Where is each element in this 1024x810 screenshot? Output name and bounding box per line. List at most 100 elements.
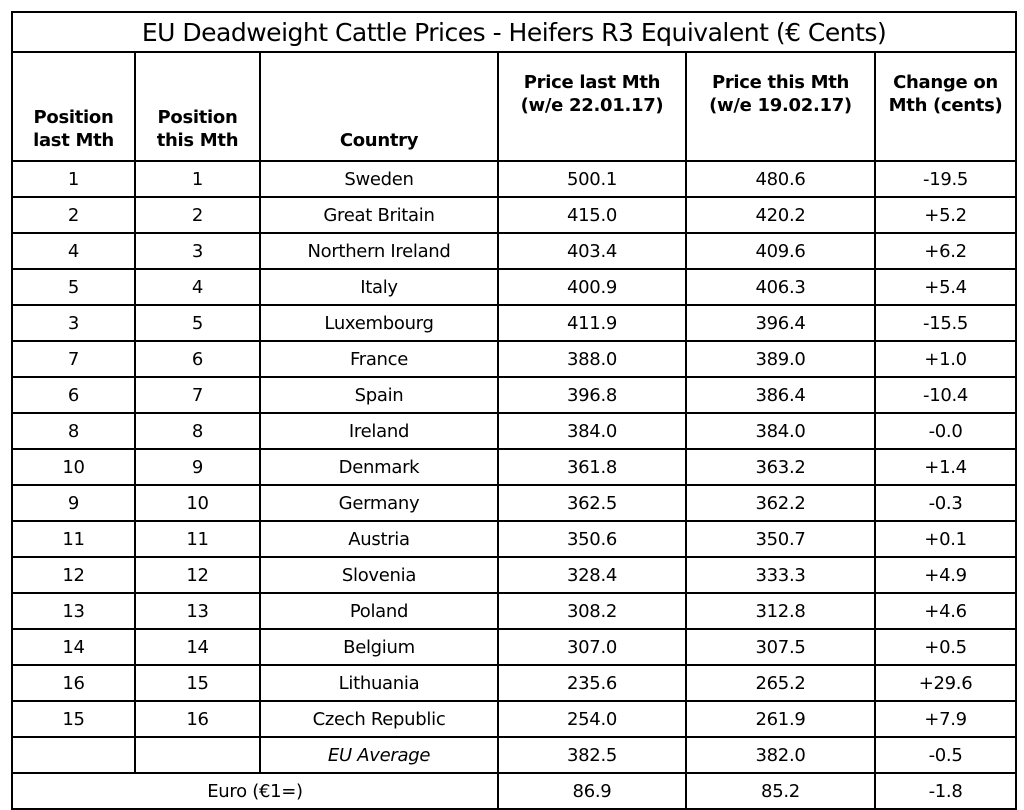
table-row: 13 13 Poland 308.2 312.8 +4.6 (11, 592, 1018, 630)
table-row: 3 5 Luxembourg 411.9 396.4 -15.5 (11, 304, 1018, 342)
euro-rate-label: Euro (€1=) (11, 772, 499, 810)
country-cell: Sweden (259, 160, 499, 198)
position-last-month-cell: 6 (11, 376, 136, 414)
change-cell: +4.9 (873, 556, 1018, 594)
table-row: 7 6 France 388.0 389.0 +1.0 (11, 340, 1018, 378)
eu-average-empty-cell (134, 736, 261, 774)
position-this-month-cell: 1 (134, 160, 261, 198)
header-change-line2: Mth (cents) (888, 95, 1003, 116)
change-cell: +5.4 (873, 268, 1018, 306)
position-this-month-cell: 16 (134, 700, 261, 738)
price-this-month-cell: 386.4 (685, 376, 876, 414)
price-last-month-cell: 362.5 (497, 484, 687, 522)
eu-average-row: EU Average 382.5 382.0 -0.5 (11, 736, 1018, 774)
table-row: 4 3 Northern Ireland 403.4 409.6 +6.2 (11, 232, 1018, 270)
price-this-month-cell: 261.9 (685, 700, 876, 738)
price-last-month-cell: 307.0 (497, 628, 687, 666)
price-last-month-cell: 411.9 (497, 304, 687, 342)
position-this-month-cell: 3 (134, 232, 261, 270)
position-last-month-cell: 1 (11, 160, 136, 198)
change-cell: +6.2 (873, 232, 1018, 270)
header-change-line1: Change on (893, 72, 998, 93)
table-row: 10 9 Denmark 361.8 363.2 +1.4 (11, 448, 1018, 486)
price-last-month-cell: 328.4 (497, 556, 687, 594)
position-this-month-cell: 12 (134, 556, 261, 594)
header-position-this-line1: Position (157, 107, 238, 128)
position-last-month-cell: 7 (11, 340, 136, 378)
position-this-month-cell: 15 (134, 664, 261, 702)
table-row: 5 4 Italy 400.9 406.3 +5.4 (11, 268, 1018, 306)
price-this-month-cell: 420.2 (685, 196, 876, 234)
eu-average-label: EU Average (259, 736, 499, 774)
change-cell: +4.6 (873, 592, 1018, 630)
eu-average-price-this: 382.0 (685, 736, 876, 774)
position-last-month-cell: 10 (11, 448, 136, 486)
change-cell: -0.3 (873, 484, 1018, 522)
header-position-last-month: Position last Mth (11, 51, 136, 162)
country-cell: Italy (259, 268, 499, 306)
country-cell: France (259, 340, 499, 378)
header-price-this-month: Price this Mth (w/e 19.02.17) (685, 51, 876, 162)
price-this-month-cell: 363.2 (685, 448, 876, 486)
price-this-month-cell: 396.4 (685, 304, 876, 342)
country-cell: Northern Ireland (259, 232, 499, 270)
price-this-month-cell: 362.2 (685, 484, 876, 522)
position-this-month-cell: 7 (134, 376, 261, 414)
header-position-last-line1: Position (33, 107, 114, 128)
country-cell: Belgium (259, 628, 499, 666)
price-this-month-cell: 406.3 (685, 268, 876, 306)
price-this-month-cell: 265.2 (685, 664, 876, 702)
change-cell: -19.5 (873, 160, 1018, 198)
header-position-this-month: Position this Mth (134, 51, 261, 162)
position-last-month-cell: 4 (11, 232, 136, 270)
change-cell: +5.2 (873, 196, 1018, 234)
position-this-month-cell: 9 (134, 448, 261, 486)
position-this-month-cell: 14 (134, 628, 261, 666)
country-cell: Germany (259, 484, 499, 522)
position-last-month-cell: 14 (11, 628, 136, 666)
table-row: 11 11 Austria 350.6 350.7 +0.1 (11, 520, 1018, 558)
country-cell: Austria (259, 520, 499, 558)
position-last-month-cell: 11 (11, 520, 136, 558)
position-last-month-cell: 13 (11, 592, 136, 630)
price-this-month-cell: 307.5 (685, 628, 876, 666)
position-last-month-cell: 2 (11, 196, 136, 234)
position-this-month-cell: 4 (134, 268, 261, 306)
price-last-month-cell: 396.8 (497, 376, 687, 414)
position-last-month-cell: 12 (11, 556, 136, 594)
change-cell: -15.5 (873, 304, 1018, 342)
header-price-last-line1: Price last Mth (523, 72, 661, 93)
position-last-month-cell: 9 (11, 484, 136, 522)
price-last-month-cell: 400.9 (497, 268, 687, 306)
country-cell: Luxembourg (259, 304, 499, 342)
position-this-month-cell: 6 (134, 340, 261, 378)
table-row: 9 10 Germany 362.5 362.2 -0.3 (11, 484, 1018, 522)
price-last-month-cell: 500.1 (497, 160, 687, 198)
position-this-month-cell: 2 (134, 196, 261, 234)
table-row: 14 14 Belgium 307.0 307.5 +0.5 (11, 628, 1018, 666)
change-cell: -0.0 (873, 412, 1018, 450)
price-last-month-cell: 388.0 (497, 340, 687, 378)
position-last-month-cell: 3 (11, 304, 136, 342)
change-cell: +29.6 (873, 664, 1018, 702)
change-cell: +7.9 (873, 700, 1018, 738)
table-row: 12 12 Slovenia 328.4 333.3 +4.9 (11, 556, 1018, 594)
header-price-last-line2: (w/e 22.01.17) (520, 95, 664, 116)
header-row: Position last Mth Position this Mth Coun… (11, 51, 1018, 162)
position-this-month-cell: 10 (134, 484, 261, 522)
table-row: 16 15 Lithuania 235.6 265.2 +29.6 (11, 664, 1018, 702)
position-this-month-cell: 8 (134, 412, 261, 450)
table-row: 2 2 Great Britain 415.0 420.2 +5.2 (11, 196, 1018, 234)
header-position-last-line2: last Mth (33, 130, 114, 151)
position-this-month-cell: 11 (134, 520, 261, 558)
table-row: 8 8 Ireland 384.0 384.0 -0.0 (11, 412, 1018, 450)
change-cell: +0.1 (873, 520, 1018, 558)
price-last-month-cell: 361.8 (497, 448, 687, 486)
price-last-month-cell: 384.0 (497, 412, 687, 450)
cattle-prices-table: EU Deadweight Cattle Prices - Heifers R3… (10, 11, 1018, 810)
country-cell: Great Britain (259, 196, 499, 234)
change-cell: +1.0 (873, 340, 1018, 378)
price-last-month-cell: 235.6 (497, 664, 687, 702)
price-this-month-cell: 350.7 (685, 520, 876, 558)
euro-rate-row: Euro (€1=) 86.9 85.2 -1.8 (11, 772, 1018, 810)
